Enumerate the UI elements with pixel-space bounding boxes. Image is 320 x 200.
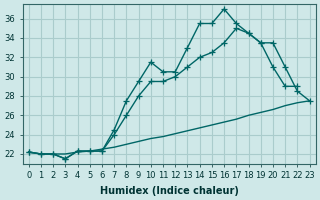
- X-axis label: Humidex (Indice chaleur): Humidex (Indice chaleur): [100, 186, 238, 196]
